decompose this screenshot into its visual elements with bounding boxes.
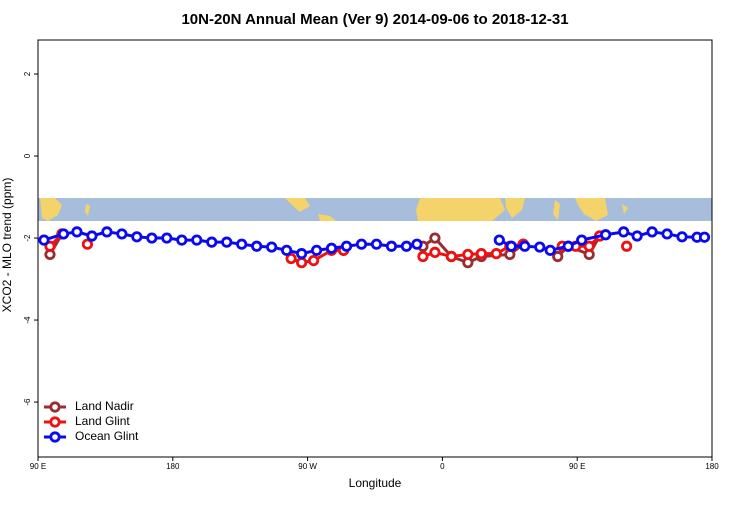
point — [191, 234, 203, 246]
point — [146, 232, 158, 244]
point — [552, 250, 564, 263]
legend-label: Land Glint — [75, 414, 130, 428]
point — [519, 240, 531, 252]
point — [505, 240, 517, 252]
point — [296, 248, 308, 260]
x-tick-label: 90 E — [30, 462, 46, 471]
legend-marker — [49, 431, 61, 443]
point — [583, 240, 595, 252]
point — [176, 234, 188, 246]
x-tick-label: 180 — [166, 462, 180, 471]
point — [236, 238, 248, 250]
point — [281, 244, 293, 256]
map-strip — [38, 198, 712, 221]
legend-label: Ocean Glint — [75, 429, 139, 443]
plot-frame — [37, 39, 713, 458]
point — [646, 226, 658, 238]
point — [534, 241, 546, 253]
point — [101, 226, 113, 238]
point — [325, 242, 338, 254]
point — [618, 226, 630, 238]
point — [81, 238, 94, 250]
point — [370, 238, 383, 250]
y-tick-label: -6 — [23, 398, 32, 406]
point — [631, 230, 643, 242]
point — [285, 252, 297, 265]
point — [676, 231, 688, 243]
point — [490, 248, 502, 260]
legend-label: Land Nadir — [75, 399, 134, 413]
y-tick-label: -2 — [23, 234, 32, 242]
point — [355, 238, 368, 250]
legend-marker — [49, 416, 61, 428]
x-tick-label: 180 — [705, 462, 719, 471]
point — [266, 241, 278, 253]
x-tick-label: 0 — [440, 462, 445, 471]
point — [411, 238, 423, 250]
point — [400, 240, 413, 252]
point — [493, 234, 505, 246]
y-tick-label: -4 — [23, 316, 32, 324]
y-tick-label: 0 — [23, 153, 32, 158]
point — [307, 254, 320, 267]
point — [131, 231, 143, 243]
point — [621, 240, 633, 252]
point — [600, 229, 612, 241]
point — [340, 240, 353, 252]
point — [206, 236, 218, 248]
point — [71, 226, 83, 238]
point — [429, 246, 441, 258]
y-axis-label: XCO2 - MLO trend (ppm) — [0, 178, 14, 313]
legend-marker — [49, 401, 61, 413]
x-axis-label: Longitude — [349, 476, 402, 490]
point — [221, 236, 233, 248]
x-tick-label: 90 E — [569, 462, 585, 471]
series-line — [48, 233, 601, 265]
point — [161, 232, 173, 244]
point — [296, 257, 308, 269]
point — [44, 240, 56, 252]
point — [417, 250, 429, 263]
point — [38, 234, 50, 246]
point — [385, 240, 398, 252]
point — [576, 234, 588, 246]
point — [544, 244, 556, 256]
point — [698, 231, 711, 243]
point — [429, 232, 441, 244]
point — [310, 244, 323, 256]
point — [445, 250, 457, 263]
point — [251, 240, 263, 252]
chart-title: 10N-20N Annual Mean (Ver 9) 2014-09-06 t… — [181, 11, 568, 28]
point — [57, 228, 70, 240]
point — [661, 228, 673, 240]
series — [38, 226, 711, 260]
point — [475, 248, 487, 260]
point — [86, 230, 98, 242]
point — [462, 248, 474, 261]
x-tick-label: 90 W — [298, 462, 317, 471]
y-tick-label: 2 — [23, 71, 32, 76]
point — [562, 240, 574, 252]
point — [116, 228, 128, 240]
